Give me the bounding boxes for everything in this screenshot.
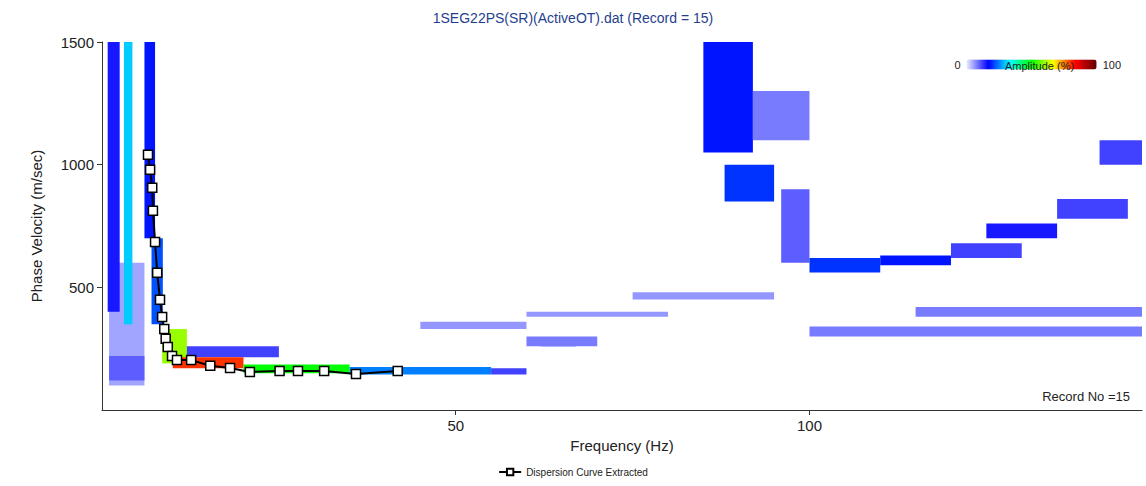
svg-text:50: 50 xyxy=(447,417,464,434)
svg-text:100: 100 xyxy=(1103,59,1121,71)
svg-text:Record No =15: Record No =15 xyxy=(1042,389,1130,404)
svg-text:0: 0 xyxy=(955,59,961,71)
svg-text:1SEG22PS(SR)(ActiveOT).dat (Re: 1SEG22PS(SR)(ActiveOT).dat (Record = 15) xyxy=(433,10,714,26)
svg-text:1000: 1000 xyxy=(61,156,94,173)
svg-text:Dispersion Curve Extracted: Dispersion Curve Extracted xyxy=(526,467,648,478)
svg-text:Phase Velocity (m/sec): Phase Velocity (m/sec) xyxy=(28,150,45,303)
svg-text:100: 100 xyxy=(797,417,822,434)
svg-text:500: 500 xyxy=(69,279,94,296)
svg-text:Frequency (Hz): Frequency (Hz) xyxy=(570,437,673,454)
svg-text:1500: 1500 xyxy=(61,34,94,51)
svg-text:Amplitude (%): Amplitude (%) xyxy=(1005,60,1074,72)
